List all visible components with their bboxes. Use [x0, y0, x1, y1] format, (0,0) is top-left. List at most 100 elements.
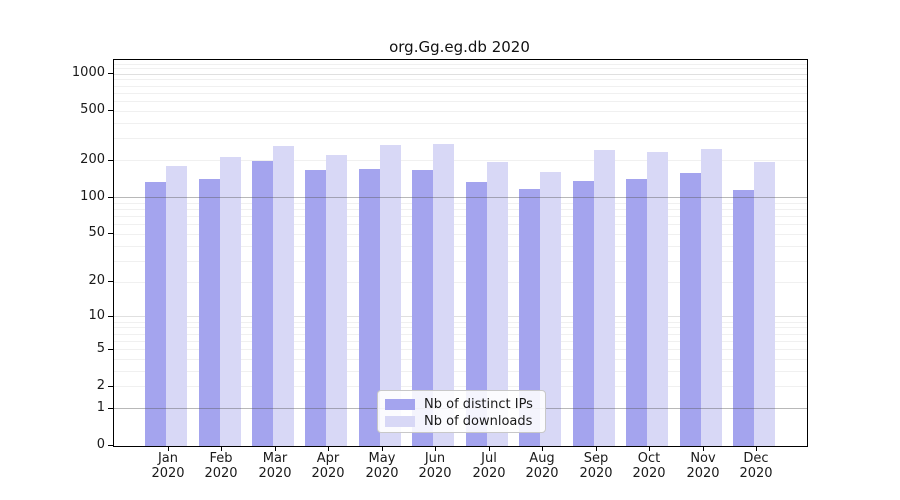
x-tick-label-oct: Oct 2020	[632, 451, 666, 481]
bar-distinct-ips-sep	[572, 180, 594, 446]
bar-downloads-nov	[700, 148, 722, 446]
x-tick-label-mar: Mar 2020	[258, 451, 292, 481]
x-tick-label-jan: Jan 2020	[151, 451, 185, 481]
x-tick-label-dec: Dec 2020	[739, 451, 773, 481]
x-tick-aug	[542, 446, 543, 451]
y-tick-100	[108, 197, 113, 198]
x-tick-may	[382, 446, 383, 451]
gridline-major-100	[114, 197, 807, 198]
bar-downloads-may	[379, 144, 401, 446]
x-tick-nov	[703, 446, 704, 451]
y-tick-10	[108, 316, 113, 317]
bar-downloads-apr	[326, 155, 348, 446]
y-tick-label-1000: 1000	[71, 65, 105, 80]
y-tick-1	[108, 408, 113, 409]
legend-swatch-distinct-ips	[385, 399, 415, 410]
y-tick-0	[108, 445, 113, 446]
gridline-minor-2	[114, 386, 807, 387]
y-tick-200	[108, 160, 113, 161]
gridline-minor-500	[114, 111, 807, 112]
bar-distinct-ips-mar	[251, 160, 273, 446]
gridline-minor-600	[114, 101, 807, 102]
x-tick-label-jun: Jun 2020	[418, 451, 452, 481]
bar-distinct-ips-jul	[465, 182, 487, 446]
bar-distinct-ips-apr	[305, 170, 327, 446]
x-tick-label-jul: Jul 2020	[472, 451, 506, 481]
y-tick-50	[108, 233, 113, 234]
gridline-minor-30	[114, 261, 807, 262]
gridline-minor-50	[114, 234, 807, 235]
x-tick-label-sep: Sep 2020	[579, 451, 613, 481]
x-tick-label-nov: Nov 2020	[686, 451, 720, 481]
gridline-minor-300	[114, 138, 807, 139]
bar-distinct-ips-may	[358, 168, 380, 446]
y-tick-5	[108, 349, 113, 350]
x-tick-apr	[328, 446, 329, 451]
bar-downloads-oct	[647, 152, 668, 446]
legend: Nb of distinct IPs Nb of downloads	[377, 390, 546, 433]
bar-downloads-feb	[219, 156, 241, 446]
legend-label-distinct-ips: Nb of distinct IPs	[424, 397, 533, 412]
bar-distinct-ips-dec	[733, 190, 754, 446]
gridline-minor-3	[114, 371, 807, 372]
gridline-minor-60	[114, 224, 807, 225]
x-tick-label-may: May 2020	[365, 451, 399, 481]
y-tick-label-10: 10	[88, 308, 105, 323]
y-tick-20	[108, 281, 113, 282]
y-tick-label-5: 5	[96, 341, 105, 356]
y-tick-label-50: 50	[88, 225, 105, 240]
chart-title: org.Gg.eg.db 2020	[389, 38, 530, 56]
gridline-minor-5	[114, 349, 807, 350]
y-tick-1000	[108, 73, 113, 74]
bar-downloads-jan	[166, 165, 187, 446]
legend-item-downloads: Nb of downloads	[385, 413, 545, 430]
x-tick-jun	[435, 446, 436, 451]
y-tick-label-500: 500	[80, 102, 105, 117]
y-tick-label-2: 2	[96, 378, 105, 393]
bar-downloads-sep	[593, 149, 615, 446]
legend-label-downloads: Nb of downloads	[424, 414, 533, 429]
y-tick-label-100: 100	[80, 189, 105, 204]
x-tick-label-feb: Feb 2020	[204, 451, 238, 481]
gridline-minor-8	[114, 327, 807, 328]
y-tick-2	[108, 386, 113, 387]
bar-downloads-dec	[754, 162, 775, 446]
bar-downloads-jul	[486, 161, 508, 446]
bar-downloads-aug	[540, 172, 562, 446]
gridline-minor-90	[114, 203, 807, 204]
y-tick-label-1: 1	[96, 400, 105, 415]
x-tick-sep	[596, 446, 597, 451]
gridline-10	[114, 316, 807, 317]
bar-distinct-ips-jan	[145, 181, 166, 446]
gridline-minor-6	[114, 341, 807, 342]
x-tick-dec	[756, 446, 757, 451]
y-tick-label-0: 0	[96, 437, 105, 452]
legend-swatch-downloads	[385, 416, 415, 427]
bar-downloads-mar	[272, 145, 294, 446]
y-tick-500	[108, 110, 113, 111]
gridline-minor-1100	[114, 68, 807, 69]
bar-distinct-ips-jun	[412, 169, 434, 446]
gridline-minor-7	[114, 334, 807, 335]
gridline-minor-70	[114, 216, 807, 217]
gridline-minor-80	[114, 209, 807, 210]
gridline-minor-800	[114, 86, 807, 87]
x-tick-label-aug: Aug 2020	[525, 451, 559, 481]
y-tick-label-200: 200	[80, 152, 105, 167]
gridline-minor-700	[114, 93, 807, 94]
x-tick-jan	[168, 446, 169, 451]
gridline-minor-40	[114, 246, 807, 247]
bar-downloads-jun	[433, 143, 455, 446]
y-tick-label-20: 20	[88, 273, 105, 288]
x-tick-oct	[649, 446, 650, 451]
gridline-minor-9	[114, 322, 807, 323]
gridline-minor-900	[114, 79, 807, 80]
gridline-minor-20	[114, 282, 807, 283]
gridline-minor-4	[114, 359, 807, 360]
x-tick-feb	[221, 446, 222, 451]
x-tick-jul	[489, 446, 490, 451]
bar-distinct-ips-nov	[679, 173, 701, 446]
bar-distinct-ips-feb	[198, 178, 220, 446]
gridline-minor-400	[114, 123, 807, 124]
